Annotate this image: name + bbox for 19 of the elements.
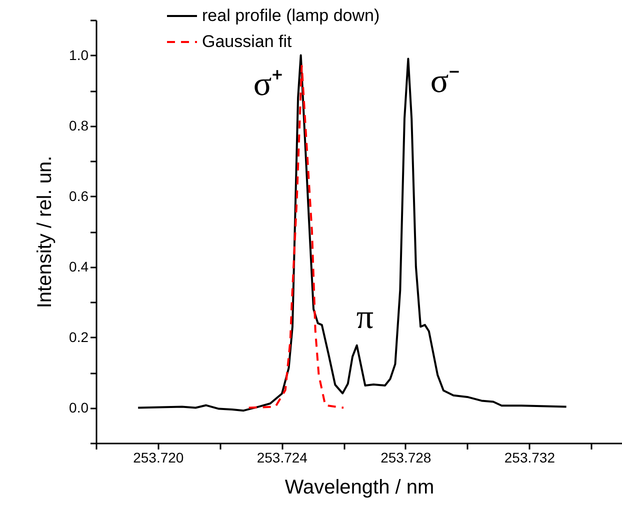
annotation: σ⁻: [430, 63, 460, 100]
x-tick-label: 253.720: [133, 450, 184, 466]
annotation: π: [356, 299, 374, 336]
x-tick-label: 253.732: [504, 450, 556, 466]
y-tick-label: 0.2: [69, 328, 89, 345]
y-tick-label: 1.0: [69, 46, 89, 63]
legend-label: real profile (lamp down): [202, 6, 380, 25]
y-tick-label: 0.0: [69, 399, 89, 416]
line-series: [137, 54, 568, 412]
y-axis-title: Intensity / rel. un.: [34, 156, 56, 308]
legend-label: Gaussian fit: [202, 32, 292, 51]
x-tick-label: 253.728: [380, 450, 432, 466]
y-tick-label: 0.8: [69, 117, 89, 134]
y-tick-label: 0.6: [69, 188, 89, 204]
line-series: [248, 64, 345, 409]
x-axis-title: Wavelength / nm: [284, 476, 434, 498]
x-tick-label: 253.724: [256, 450, 308, 466]
y-tick-label: 0.4: [69, 258, 89, 274]
annotation: σ⁺: [253, 66, 283, 103]
